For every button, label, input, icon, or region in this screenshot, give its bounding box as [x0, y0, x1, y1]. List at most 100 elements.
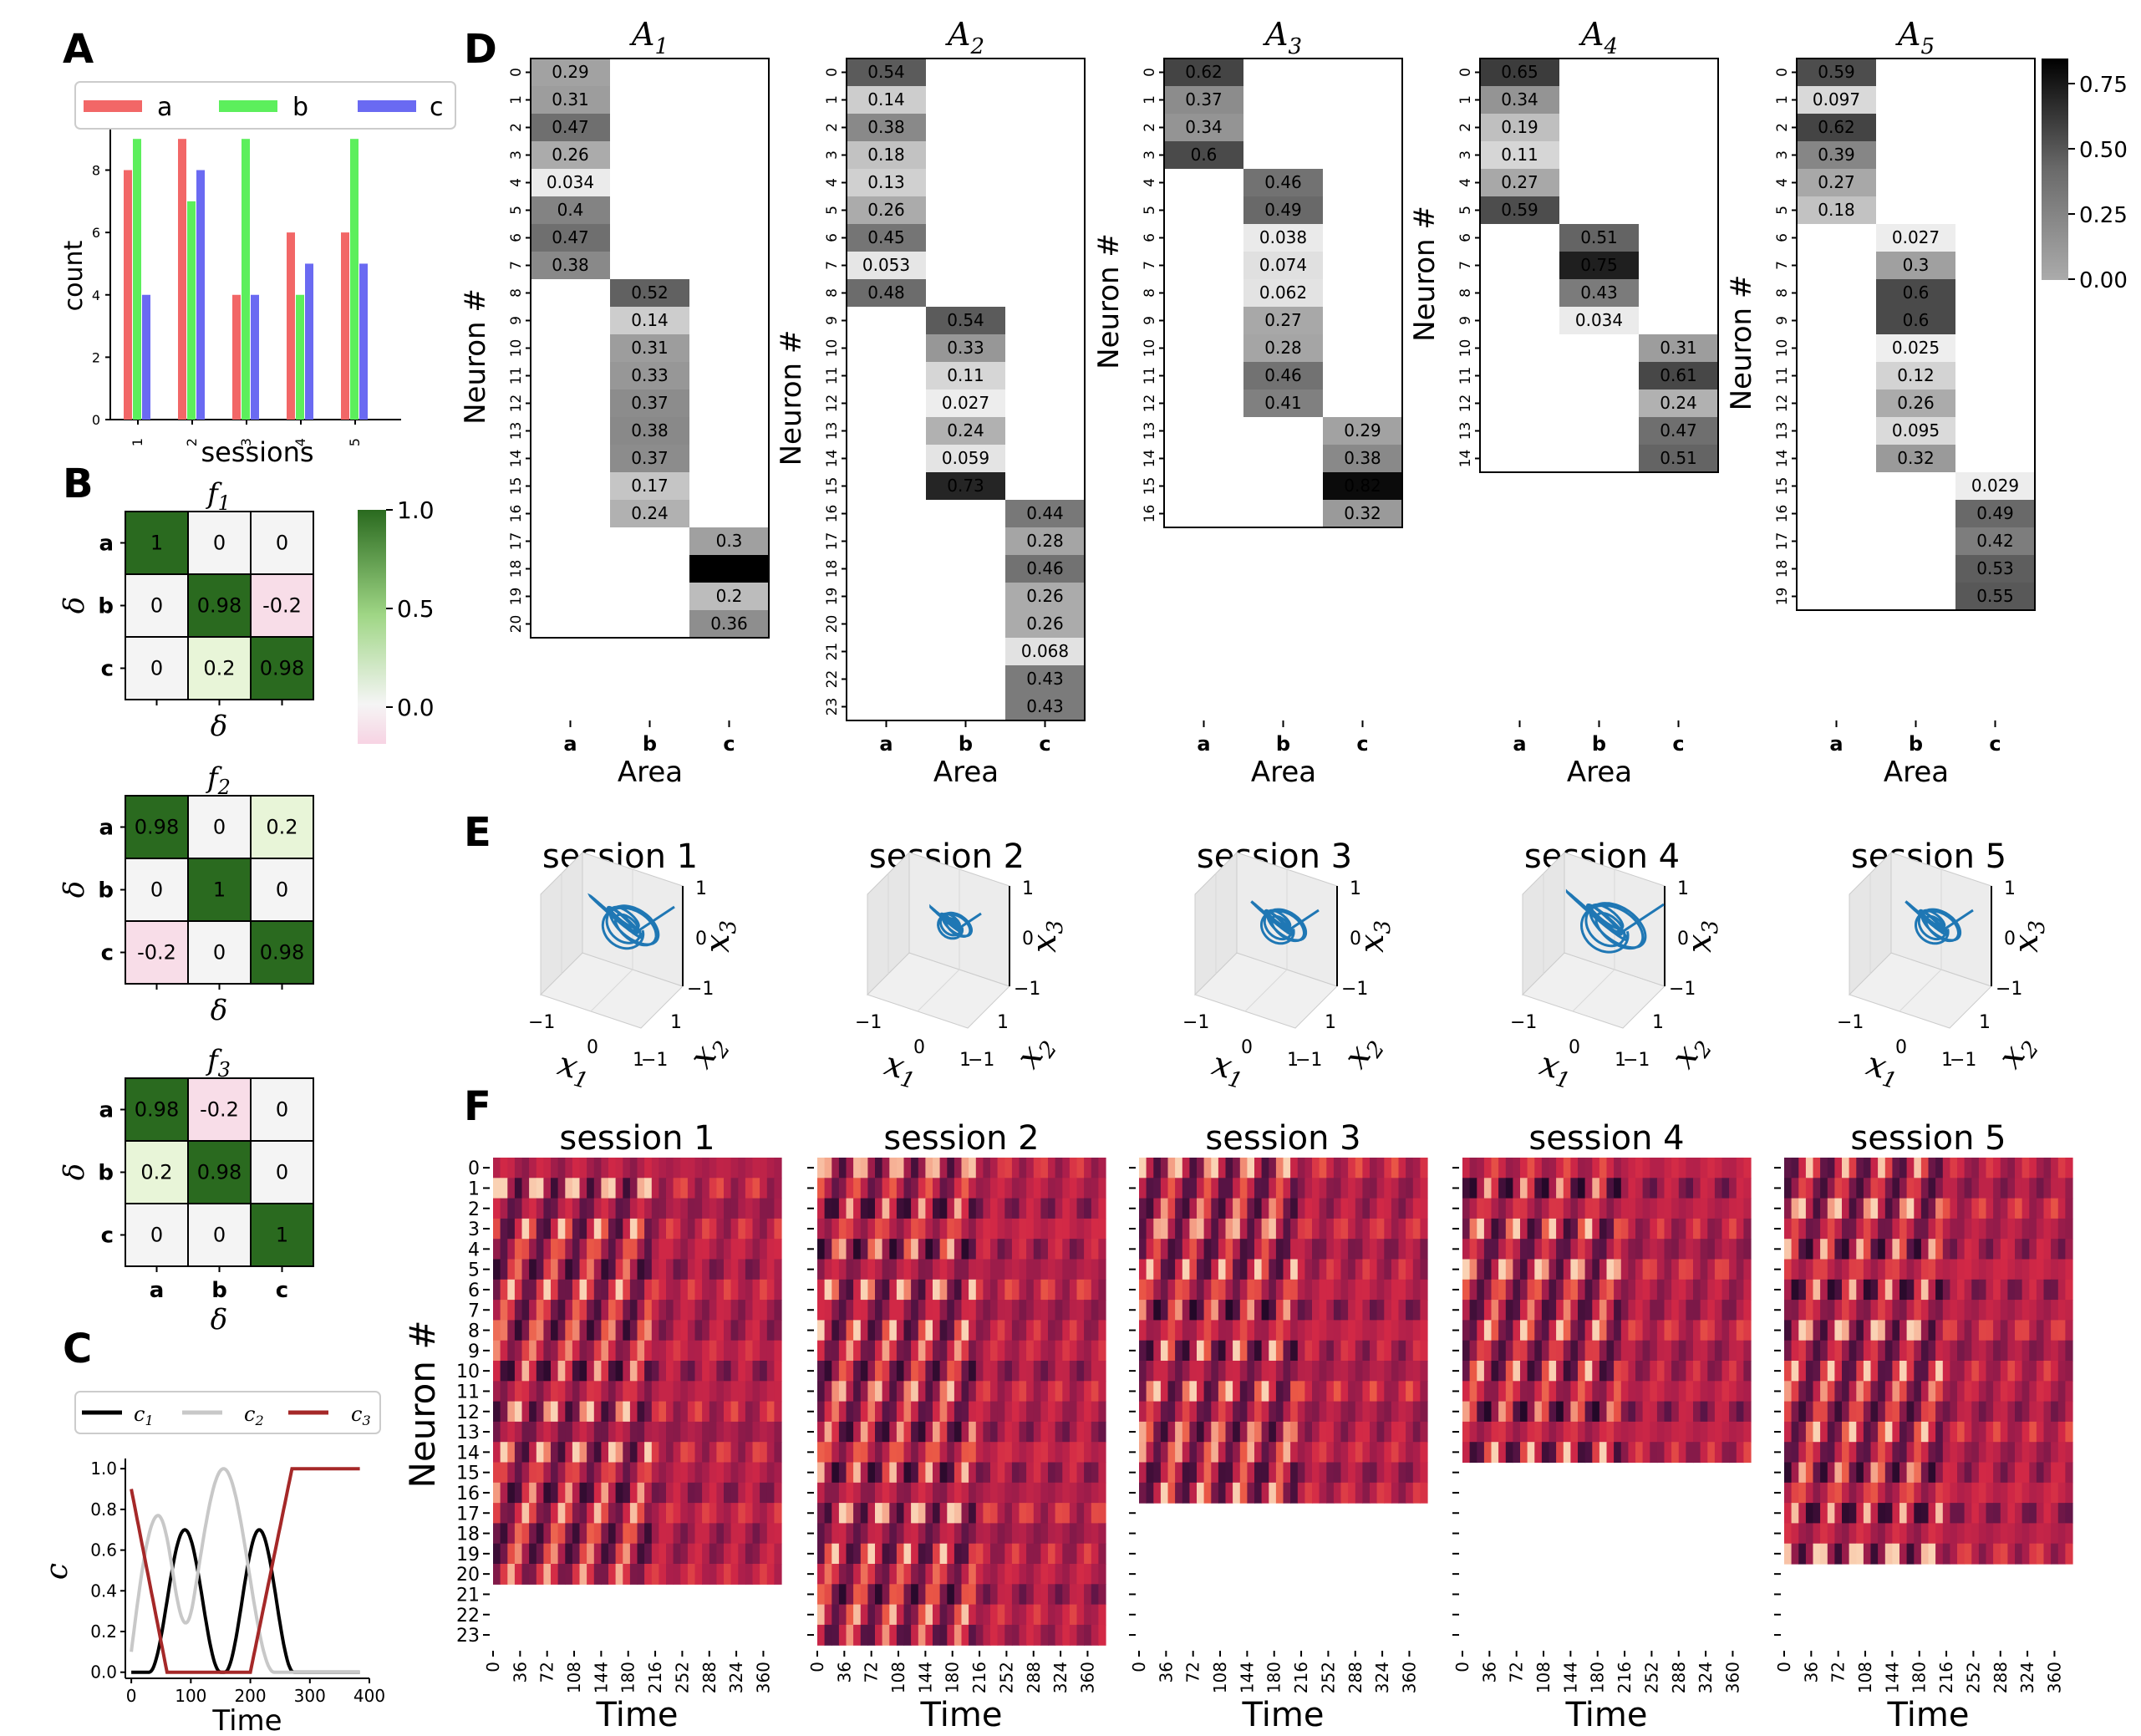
heatmap-cell — [969, 1584, 977, 1606]
heatmap-cell — [1935, 1198, 1944, 1219]
heatmap-cell — [1026, 1178, 1035, 1199]
heatmap-cell — [903, 1462, 912, 1484]
colorbar-tick-label: 0.25 — [2079, 203, 2128, 228]
heatmap-cell — [507, 1158, 516, 1179]
heatmap-cell — [1549, 1198, 1557, 1219]
heatmap-cell — [954, 1340, 963, 1362]
heatmap-cell — [1498, 1300, 1507, 1321]
heatmap-cell — [551, 1158, 559, 1179]
heatmap-cell — [1146, 1259, 1154, 1280]
x3-axis-label: x3 — [1681, 920, 1723, 953]
heatmap-cell — [1678, 1198, 1686, 1219]
heatmap-cell — [1950, 1381, 1958, 1403]
heatmap-cell — [593, 1239, 602, 1260]
heatmap-cell — [1899, 1320, 1908, 1341]
bar-a-3 — [232, 294, 241, 420]
heatmap-cell — [637, 1503, 645, 1524]
heatmap-cell — [1805, 1442, 1814, 1464]
heatmap-cell — [1707, 1218, 1716, 1240]
heatmap-cell — [1592, 1158, 1600, 1179]
heatmap-cell — [680, 1178, 689, 1199]
heatmap-cell — [1556, 1198, 1564, 1219]
heatmap-cell — [709, 1340, 717, 1362]
heatmap-cell — [709, 1421, 717, 1443]
heatmap-cell — [1870, 1218, 1879, 1240]
heatmap-cell — [1856, 1462, 1864, 1484]
heatmap-cell — [745, 1503, 754, 1524]
cell-value: 0.17 — [631, 476, 669, 496]
heatmap-cell — [1069, 1543, 1078, 1565]
cell-value: 0.14 — [631, 310, 669, 330]
heatmap-cell — [579, 1340, 587, 1362]
heatmap-cell — [500, 1462, 508, 1484]
heatmap-cell — [1333, 1158, 1342, 1179]
x2-tick-label: 1 — [1979, 1012, 1991, 1033]
heatmap-cell — [1384, 1401, 1392, 1423]
y-tick-label: 0.2 — [90, 1621, 117, 1642]
heatmap-cell — [1290, 1320, 1299, 1341]
heatmap-cell — [1098, 1442, 1106, 1464]
heatmap-cell — [1197, 1462, 1205, 1484]
heatmap-cell — [2015, 1320, 2023, 1341]
heatmap-cell — [1849, 1462, 1857, 1484]
heatmap-cell — [493, 1421, 501, 1443]
heatmap-cell — [2057, 1462, 2066, 1484]
heatmap-cell — [1614, 1239, 1622, 1260]
heatmap-cell — [1340, 1300, 1349, 1321]
cell-value: 0.98 — [197, 594, 242, 618]
heatmap-cell — [975, 1340, 984, 1362]
heatmap-cell — [644, 1523, 653, 1545]
heatmap-cell — [1261, 1381, 1269, 1403]
heatmap-cell — [1993, 1442, 2001, 1464]
heatmap-cell — [1340, 1421, 1349, 1443]
heatmap-cell — [847, 59, 926, 86]
heatmap-cell — [543, 1462, 552, 1484]
axis-sub: 3 — [1698, 920, 1723, 934]
heatmap-cell — [587, 1218, 595, 1240]
cell-value: 0.55 — [1976, 586, 2014, 606]
heatmap-cell — [983, 1198, 991, 1219]
heatmap-cell — [1261, 1340, 1269, 1362]
panel-label-d: D — [464, 26, 497, 73]
heatmap-cell — [709, 1523, 717, 1545]
heatmap-cell — [1211, 1198, 1219, 1219]
heatmap-cell — [1026, 1442, 1035, 1464]
heatmap-cell — [702, 1158, 710, 1179]
x1-tick-label: −1 — [528, 1012, 555, 1033]
heatmap-cell — [760, 1279, 768, 1301]
legend-swatch-a — [84, 100, 142, 112]
heatmap-cell — [1247, 1401, 1255, 1423]
heatmap-cell — [2051, 1218, 2059, 1240]
heatmap-cell — [2051, 1543, 2059, 1565]
heatmap-cell — [1304, 1462, 1313, 1484]
heatmap-cell — [637, 1462, 645, 1484]
matrix-frame — [1479, 58, 1719, 473]
heatmap-cell — [1355, 1178, 1363, 1199]
heatmap-cell — [853, 1279, 862, 1301]
heatmap-cell — [831, 1218, 840, 1240]
heatmap-cell — [1686, 1401, 1694, 1423]
x-tick-label: 72 — [537, 1662, 557, 1683]
heatmap-cell — [1986, 1523, 1994, 1545]
heatmap-cell — [1398, 1442, 1406, 1464]
heatmap-cell — [1304, 1178, 1313, 1199]
heatmap-cell — [1914, 1482, 1922, 1504]
heatmap-cell — [500, 1279, 508, 1301]
legend-text: c — [134, 1403, 145, 1426]
heatmap-cell — [1167, 1381, 1176, 1403]
heatmap-cell — [853, 1584, 862, 1606]
heatmap-cell — [1033, 1340, 1041, 1362]
heatmap-cell — [1914, 1523, 1922, 1545]
heatmap-cell — [1736, 1320, 1744, 1341]
x1-tick-label: −1 — [1510, 1012, 1537, 1033]
heatmap-cell — [1635, 1442, 1644, 1464]
heatmap-cell — [1362, 1239, 1371, 1260]
heatmap-cell — [933, 1503, 941, 1524]
y-tick-label: 8 — [92, 163, 100, 179]
heatmap-cell — [1091, 1503, 1099, 1524]
heatmap-cell — [933, 1482, 941, 1504]
heatmap-cell — [1376, 1340, 1385, 1362]
heatmap-cell — [1884, 1320, 1893, 1341]
heatmap-cell — [1233, 1482, 1241, 1504]
heatmap-cell — [1729, 1300, 1737, 1321]
